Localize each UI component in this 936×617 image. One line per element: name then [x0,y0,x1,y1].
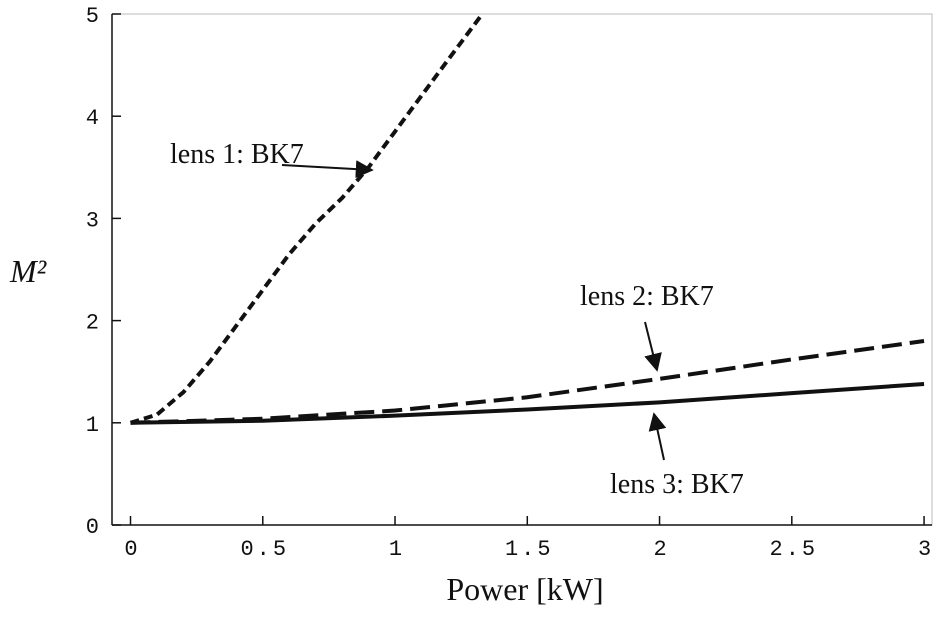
label-arrow [644,321,662,372]
y-tick-label: 1 [86,413,102,438]
series-line [129,14,484,425]
x-tick-label: 2 [653,537,669,562]
y-tick-label: 3 [86,208,102,233]
x-tick-label: 1 [389,537,405,562]
plot-frame [111,13,933,526]
series-line [130,381,925,425]
series-label: lens 1: BK7 [170,139,304,170]
plot-area [129,14,925,425]
x-tick-label: 0.5 [240,537,289,562]
x-tick-label: 2.5 [770,537,819,562]
y-tick-label: 4 [86,106,102,131]
label-arrow [648,412,667,461]
y-tick-label: 5 [86,4,102,29]
x-tick-label: 0 [124,537,140,562]
y-tick-label: 2 [86,311,102,336]
series-line [130,339,925,425]
series-label: lens 2: BK7 [580,281,714,312]
y-tick-label: 0 [86,515,102,540]
x-axis-label: Power [kW] [446,571,603,607]
series-label: lens 3: BK7 [610,469,744,500]
x-tick-label: 3 [918,537,934,562]
y-axis-label: M² [9,253,48,289]
x-tick-label: 1.5 [505,537,554,562]
label-arrow [281,160,374,179]
